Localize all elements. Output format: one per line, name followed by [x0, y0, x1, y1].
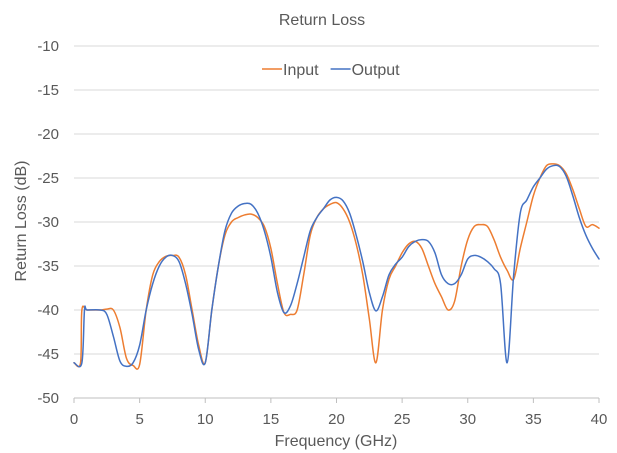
x-axis-tick-labels: 0 5 10 15 20 25 30 35 40 [70, 411, 608, 428]
y-axis-title: Return Loss (dB) [13, 161, 30, 282]
y-tick-label: -30 [37, 214, 59, 231]
series-line-input [73, 163, 600, 370]
x-tick-label: 15 [263, 411, 280, 428]
y-tick-label: -45 [37, 346, 59, 363]
legend-label-output: Output [352, 62, 401, 79]
series-lines [73, 163, 600, 370]
y-tick-label: -40 [37, 302, 59, 319]
x-tick-label: 0 [70, 411, 78, 428]
y-tick-label: -20 [37, 126, 59, 143]
legend-label-input: Input [283, 62, 319, 79]
x-tick-label: 40 [591, 411, 608, 428]
x-tick-label: 20 [328, 411, 345, 428]
y-tick-label: -10 [37, 38, 59, 55]
x-tick-label: 5 [135, 411, 143, 428]
legend: Input Output [262, 62, 400, 79]
x-axis-title: Frequency (GHz) [275, 433, 398, 450]
y-tick-label: -35 [37, 258, 59, 275]
x-tick-label: 10 [197, 411, 214, 428]
x-tick-label: 30 [459, 411, 476, 428]
gridlines [73, 45, 600, 403]
y-tick-label: -50 [37, 390, 59, 407]
x-tick-label: 25 [394, 411, 411, 428]
y-tick-label: -25 [37, 170, 59, 187]
y-axis-tick-labels: -10 -15 -20 -25 -30 -35 -40 -45 -50 [37, 38, 59, 407]
y-tick-label: -15 [37, 82, 59, 99]
x-tick-label: 35 [525, 411, 542, 428]
chart-title: Return Loss [279, 12, 365, 29]
series-line-output [73, 164, 600, 368]
